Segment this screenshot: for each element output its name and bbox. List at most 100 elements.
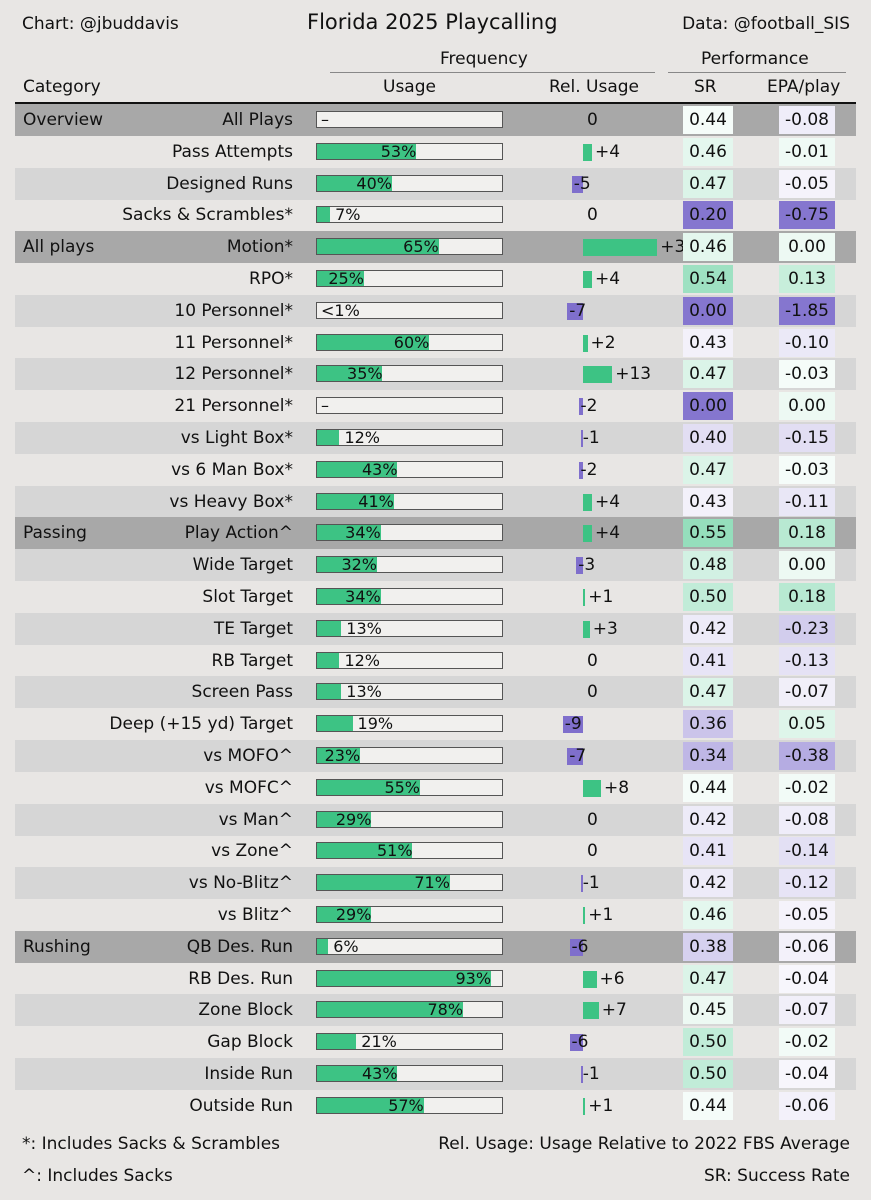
usage-value: 32% bbox=[341, 555, 377, 575]
rel-usage-value: +3 bbox=[592, 618, 618, 639]
usage-bar-track: 21% bbox=[316, 1033, 503, 1051]
rel-usage-bar bbox=[580, 430, 583, 447]
rel-usage-value: -6 bbox=[571, 1032, 589, 1053]
success-rate-value: 0.54 bbox=[683, 265, 733, 293]
usage-bar-track: 7% bbox=[316, 205, 503, 225]
epa-per-play-value: -0.03 bbox=[779, 455, 835, 484]
usage-bar-track: 35% bbox=[316, 364, 503, 384]
table-row: vs Zone^ 51% 0 0.41 -0.14 bbox=[15, 835, 856, 867]
epa-per-play-value: -0.04 bbox=[779, 964, 835, 993]
usage-value: 35% bbox=[347, 364, 383, 384]
usage-bar-track: 29% bbox=[316, 809, 503, 829]
table-row: vs Heavy Box* 41% +4 0.43 -0.11 bbox=[15, 485, 856, 518]
usage-bar bbox=[317, 907, 372, 922]
epa-per-play-value: 0.05 bbox=[779, 710, 835, 739]
success-rate-value: 0.47 bbox=[683, 455, 733, 484]
table-row: Sacks & Scrambles* 7% 0 0.20 -0.75 bbox=[15, 199, 856, 231]
success-rate-value: 0.36 bbox=[683, 710, 733, 739]
success-rate-value: 0.50 bbox=[683, 583, 733, 611]
usage-bar bbox=[317, 430, 340, 445]
success-rate-value: 0.43 bbox=[683, 487, 733, 516]
epa-per-play-value: -0.06 bbox=[779, 932, 835, 961]
usage-value: 13% bbox=[346, 682, 382, 702]
rel-usage-value: +4 bbox=[595, 523, 621, 544]
rel-usage-bar bbox=[583, 1097, 586, 1115]
epa-per-play-value: -0.10 bbox=[779, 328, 835, 357]
usage-bar bbox=[317, 938, 329, 954]
table-row: All plays Motion* 65% +33 0.46 0.00 bbox=[15, 231, 856, 264]
usage-value: 25% bbox=[328, 269, 364, 288]
usage-value: 40% bbox=[356, 173, 392, 193]
epa-per-play-value: -0.03 bbox=[779, 360, 835, 389]
usage-bar-track: 55% bbox=[316, 778, 503, 796]
epa-per-play-value: -0.15 bbox=[779, 424, 835, 452]
success-rate-value: 0.47 bbox=[683, 964, 733, 993]
rel-usage-value: 0 bbox=[587, 809, 598, 830]
rel-usage-bar bbox=[583, 620, 590, 638]
rel-usage-value: +6 bbox=[599, 968, 625, 989]
success-rate-value: 0.42 bbox=[683, 805, 733, 834]
rel-usage-value: +1 bbox=[588, 905, 614, 925]
row-label: Screen Pass bbox=[191, 682, 293, 703]
success-rate-value: 0.46 bbox=[683, 137, 733, 166]
epa-per-play-value: 0.13 bbox=[779, 265, 835, 293]
column-header-epa: EPA/play bbox=[767, 77, 841, 97]
row-label: Outside Run bbox=[189, 1095, 293, 1116]
rel-usage-value: -1 bbox=[582, 428, 600, 448]
epa-per-play-value: 0.00 bbox=[779, 233, 835, 262]
epa-per-play-value: -0.06 bbox=[779, 1091, 835, 1120]
success-rate-value: 0.46 bbox=[683, 233, 733, 262]
rel-usage-value: -1 bbox=[582, 1064, 600, 1084]
rel-usage-bar bbox=[569, 938, 583, 956]
rel-usage-bar bbox=[583, 779, 601, 797]
rel-usage-bar bbox=[583, 334, 588, 352]
usage-value: 57% bbox=[388, 1095, 424, 1115]
rel-usage-bar bbox=[580, 1066, 583, 1083]
success-rate-value: 0.42 bbox=[683, 614, 733, 643]
epa-per-play-value: -0.01 bbox=[779, 137, 835, 166]
row-label: Deep (+15 yd) Target bbox=[109, 714, 293, 735]
epa-per-play-value: -0.08 bbox=[779, 805, 835, 834]
usage-value: 7% bbox=[335, 205, 361, 225]
usage-bar bbox=[317, 525, 381, 541]
table-row: Designed Runs 40% -5 0.47 -0.05 bbox=[15, 167, 856, 200]
chart-title: Florida 2025 Playcalling bbox=[307, 10, 558, 34]
rel-usage-bar bbox=[578, 398, 583, 416]
table-row: 10 Personnel* <1% -7 0.00 -1.85 bbox=[15, 294, 856, 327]
row-label: QB Des. Run bbox=[186, 936, 293, 957]
table-row: Gap Block 21% -6 0.50 -0.02 bbox=[15, 1026, 856, 1058]
usage-value: 29% bbox=[335, 809, 372, 829]
rel-usage-bar bbox=[580, 875, 583, 893]
row-label: Pass Attempts bbox=[171, 141, 293, 162]
success-rate-value: 0.41 bbox=[683, 646, 733, 675]
success-rate-value: 0.20 bbox=[683, 201, 733, 230]
usage-bar-track: 40% bbox=[316, 173, 503, 193]
table-row: vs MOFC^ 55% +8 0.44 -0.02 bbox=[15, 772, 856, 804]
group-performance-rule bbox=[668, 72, 846, 73]
usage-bar-track: 57% bbox=[316, 1095, 503, 1115]
header-rule bbox=[15, 102, 856, 104]
usage-bar-track: 43% bbox=[316, 460, 503, 478]
rel-usage-value: +7 bbox=[601, 1000, 627, 1021]
usage-bar bbox=[317, 779, 420, 795]
table-row: Deep (+15 yd) Target 19% -9 0.36 0.05 bbox=[15, 708, 856, 740]
usage-bar bbox=[317, 875, 450, 891]
epa-per-play-value: -0.07 bbox=[779, 996, 835, 1025]
usage-bar bbox=[317, 557, 377, 573]
rel-usage-bar bbox=[578, 461, 583, 479]
usage-value: 93% bbox=[455, 968, 492, 988]
rel-usage-value: +4 bbox=[595, 269, 621, 289]
usage-value: 23% bbox=[324, 746, 361, 765]
usage-bar bbox=[317, 207, 331, 223]
row-label: Play Action^ bbox=[184, 523, 293, 544]
rel-usage-value: 0 bbox=[587, 650, 598, 671]
rel-usage-value: -5 bbox=[573, 173, 591, 194]
usage-bar bbox=[317, 843, 413, 859]
usage-bar bbox=[317, 716, 353, 732]
row-label: Inside Run bbox=[204, 1064, 293, 1084]
usage-value: 19% bbox=[357, 714, 394, 734]
epa-per-play-value: -0.75 bbox=[779, 201, 835, 230]
row-label: vs No-Blitz^ bbox=[188, 873, 293, 894]
rel-usage-value: -2 bbox=[580, 459, 598, 480]
rel-usage-bar bbox=[583, 907, 586, 924]
